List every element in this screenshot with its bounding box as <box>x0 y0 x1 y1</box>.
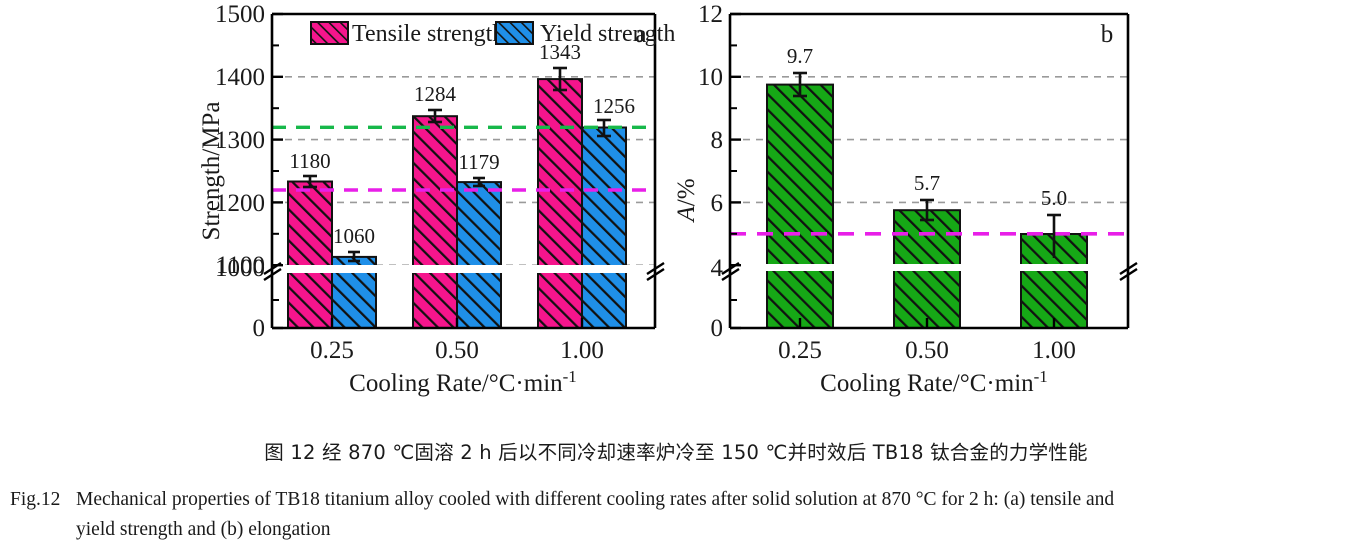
y-tick-label-0-b: 0 <box>711 315 724 342</box>
x-tick-label-a-0: 0.25 <box>310 337 354 364</box>
error-bars-b <box>793 71 1061 258</box>
y-axis-title-a: Strength/MPa <box>198 102 225 241</box>
y-tick-label-1100: 1100 <box>216 252 265 279</box>
legend-swatch-yield <box>495 21 534 45</box>
axis-break-marks-a <box>263 261 665 282</box>
x-tick-label-b-1: 0.50 <box>905 337 949 364</box>
axis-break-band-a <box>273 265 654 273</box>
x-tick-label-b-2: 1.00 <box>1032 337 1076 364</box>
y-tick-labels-b: 12 10 8 6 4 0 <box>698 1 724 342</box>
bar-yield-0.50 <box>456 181 502 329</box>
y-tick-label-1200: 1200 <box>215 190 265 217</box>
y-minor-ticks-a <box>272 44 279 301</box>
chart-a-svg: 1180 1060 1284 1179 1343 1256 <box>198 1 675 397</box>
x-ticks-a <box>330 318 584 328</box>
bar-label-yield-0.25: 1060 <box>333 224 375 248</box>
chart-panel-a: 1180 1060 1284 1179 1343 1256 <box>0 0 680 400</box>
legend-swatch-tensile <box>310 21 349 45</box>
y-tick-labels-a: 1500 1400 1300 1200 1100 1000 0 <box>215 1 265 342</box>
bar-tensile-1.00 <box>537 78 583 329</box>
y-tick-label-6: 6 <box>711 190 724 217</box>
x-tick-label-b-0: 0.25 <box>778 337 822 364</box>
bar-yield-1.00 <box>581 126 627 329</box>
bar-label-tensile-1.00: 1343 <box>539 40 581 64</box>
x-tick-label-a-1: 0.50 <box>435 337 479 364</box>
x-tick-labels-a: 0.25 0.50 1.00 <box>310 337 604 364</box>
bar-elongation-0.25 <box>766 83 834 329</box>
bar-label-yield-0.50: 1179 <box>458 150 499 174</box>
y-axis-title-b: A/% <box>673 178 700 223</box>
y-minor-ticks-b <box>730 44 737 301</box>
chart-panel-b: 9.7 5.7 5.0 <box>672 0 1352 400</box>
chart-b-svg: 9.7 5.7 5.0 <box>673 1 1138 397</box>
y-tick-label-4: 4 <box>711 255 724 282</box>
caption-figure-number: Fig.12 <box>10 489 61 510</box>
bar-label-tensile-0.25: 1180 <box>289 149 330 173</box>
y-tick-label-12: 12 <box>698 1 723 28</box>
bar-label-elongation-1.00: 5.0 <box>1041 186 1067 210</box>
bar-tensile-0.50 <box>412 115 458 329</box>
bar-label-elongation-0.50: 5.7 <box>914 171 940 195</box>
bar-label-elongation-0.25: 9.7 <box>787 44 813 68</box>
legend-label-tensile: Tensile strength <box>352 21 504 47</box>
caption-english-line2: yield strength and (b) elongation <box>76 519 331 541</box>
caption-chinese: 图 12 经 870 ℃固溶 2 h 后以不同冷却速率炉冷至 150 ℃并时效后… <box>264 441 1088 464</box>
caption-english-line1: Mechanical properties of TB18 titanium a… <box>76 489 1115 510</box>
x-axis-title-a: Cooling Rate/°C·min-1 <box>349 367 577 397</box>
bar-tensile-0.25 <box>287 180 333 329</box>
x-tick-label-a-2: 1.00 <box>560 337 604 364</box>
y-tick-label-0: 0 <box>253 315 266 342</box>
caption-english: Fig.12 Mechanical properties of TB18 tita… <box>10 485 1346 545</box>
legend-a: Tensile strength Yield strength <box>310 21 675 47</box>
figure-container: 1180 1060 1284 1179 1343 1256 <box>0 0 1352 400</box>
y-tick-label-1500: 1500 <box>215 1 265 28</box>
x-ticks-b <box>798 318 1056 328</box>
figure-caption: 图 12 经 870 ℃固溶 2 h 后以不同冷却速率炉冷至 150 ℃并时效后… <box>0 400 1352 559</box>
y-tick-label-1300: 1300 <box>215 127 265 154</box>
panel-label-b: b <box>1101 21 1114 48</box>
legend-label-yield: Yield strength <box>540 21 675 47</box>
panel-label-a: a <box>635 21 646 48</box>
y-ticks-b <box>730 12 741 330</box>
bar-label-yield-1.00: 1256 <box>593 94 635 118</box>
y-tick-label-8: 8 <box>711 127 724 154</box>
y-tick-label-10: 10 <box>698 64 723 91</box>
x-tick-labels-b: 0.25 0.50 1.00 <box>778 337 1076 364</box>
y-tick-label-1000-visible: 1000 <box>215 255 265 282</box>
error-bars-a <box>303 66 611 263</box>
y-ticks-a <box>272 12 283 330</box>
x-axis-title-b: Cooling Rate/°C·min-1 <box>820 367 1048 397</box>
y-tick-label-1400: 1400 <box>215 64 265 91</box>
bar-value-labels-b: 9.7 5.7 5.0 <box>787 44 1067 210</box>
bar-value-labels-a: 1180 1060 1284 1179 1343 1256 <box>289 40 635 248</box>
bar-label-tensile-0.50: 1284 <box>414 82 457 106</box>
axis-break-band-b <box>731 264 1127 271</box>
